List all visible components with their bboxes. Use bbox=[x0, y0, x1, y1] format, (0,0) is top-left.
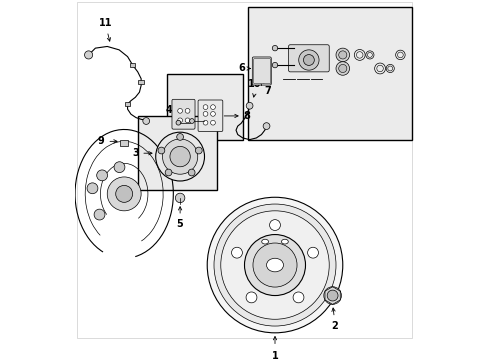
FancyBboxPatch shape bbox=[198, 100, 223, 131]
Circle shape bbox=[176, 120, 181, 125]
Bar bbox=[247, 8, 411, 140]
FancyBboxPatch shape bbox=[172, 99, 195, 129]
Text: 8: 8 bbox=[243, 111, 250, 121]
Text: 6: 6 bbox=[238, 63, 244, 73]
Circle shape bbox=[84, 51, 93, 59]
FancyBboxPatch shape bbox=[252, 57, 271, 85]
Ellipse shape bbox=[261, 239, 268, 244]
Circle shape bbox=[203, 105, 207, 109]
Circle shape bbox=[323, 287, 341, 304]
Circle shape bbox=[203, 112, 207, 116]
Circle shape bbox=[245, 292, 256, 303]
Circle shape bbox=[214, 204, 335, 326]
Bar bbox=[166, 73, 243, 140]
Circle shape bbox=[244, 235, 305, 296]
Text: 4: 4 bbox=[165, 105, 172, 115]
Circle shape bbox=[338, 51, 346, 59]
Circle shape bbox=[272, 45, 277, 51]
Circle shape bbox=[165, 169, 172, 176]
Circle shape bbox=[185, 108, 189, 113]
Ellipse shape bbox=[266, 258, 283, 272]
Circle shape bbox=[326, 290, 337, 301]
Text: 9: 9 bbox=[98, 136, 104, 147]
Circle shape bbox=[269, 220, 280, 230]
Circle shape bbox=[185, 118, 189, 123]
Bar bbox=[120, 140, 128, 147]
Text: 2: 2 bbox=[330, 321, 337, 331]
Circle shape bbox=[263, 123, 269, 130]
Text: 1: 1 bbox=[271, 351, 278, 360]
Circle shape bbox=[303, 55, 314, 66]
Circle shape bbox=[252, 243, 296, 287]
Circle shape bbox=[189, 119, 194, 123]
Circle shape bbox=[116, 185, 132, 202]
Text: 7: 7 bbox=[264, 86, 270, 96]
Circle shape bbox=[175, 193, 184, 203]
Text: 3: 3 bbox=[132, 148, 139, 158]
Circle shape bbox=[142, 118, 149, 125]
FancyBboxPatch shape bbox=[253, 59, 270, 84]
Text: 5: 5 bbox=[176, 219, 183, 229]
FancyBboxPatch shape bbox=[288, 45, 328, 72]
Circle shape bbox=[210, 105, 215, 109]
Circle shape bbox=[87, 183, 98, 194]
Circle shape bbox=[335, 48, 349, 62]
Circle shape bbox=[203, 120, 207, 125]
Circle shape bbox=[298, 50, 318, 70]
Circle shape bbox=[210, 112, 215, 116]
Circle shape bbox=[177, 118, 182, 123]
Bar bbox=[124, 102, 130, 106]
Circle shape bbox=[245, 102, 252, 109]
Bar bbox=[138, 80, 143, 84]
Circle shape bbox=[176, 134, 183, 140]
Circle shape bbox=[188, 169, 195, 176]
Circle shape bbox=[335, 62, 349, 75]
Circle shape bbox=[158, 147, 164, 154]
Circle shape bbox=[207, 197, 342, 333]
Text: 10: 10 bbox=[247, 80, 261, 90]
Circle shape bbox=[195, 147, 202, 154]
Circle shape bbox=[210, 120, 215, 125]
Bar bbox=[130, 63, 135, 67]
Circle shape bbox=[272, 62, 277, 68]
Circle shape bbox=[94, 209, 105, 220]
Circle shape bbox=[97, 170, 107, 181]
Circle shape bbox=[162, 139, 197, 174]
Circle shape bbox=[338, 64, 346, 73]
Circle shape bbox=[114, 162, 124, 172]
Circle shape bbox=[177, 108, 182, 113]
Bar bbox=[138, 116, 217, 190]
Ellipse shape bbox=[281, 239, 288, 244]
Circle shape bbox=[107, 177, 141, 211]
Circle shape bbox=[170, 147, 190, 167]
Circle shape bbox=[220, 211, 328, 319]
Circle shape bbox=[155, 132, 204, 181]
Circle shape bbox=[307, 247, 318, 258]
Circle shape bbox=[292, 292, 304, 303]
Text: 11: 11 bbox=[99, 18, 112, 28]
Circle shape bbox=[231, 247, 242, 258]
